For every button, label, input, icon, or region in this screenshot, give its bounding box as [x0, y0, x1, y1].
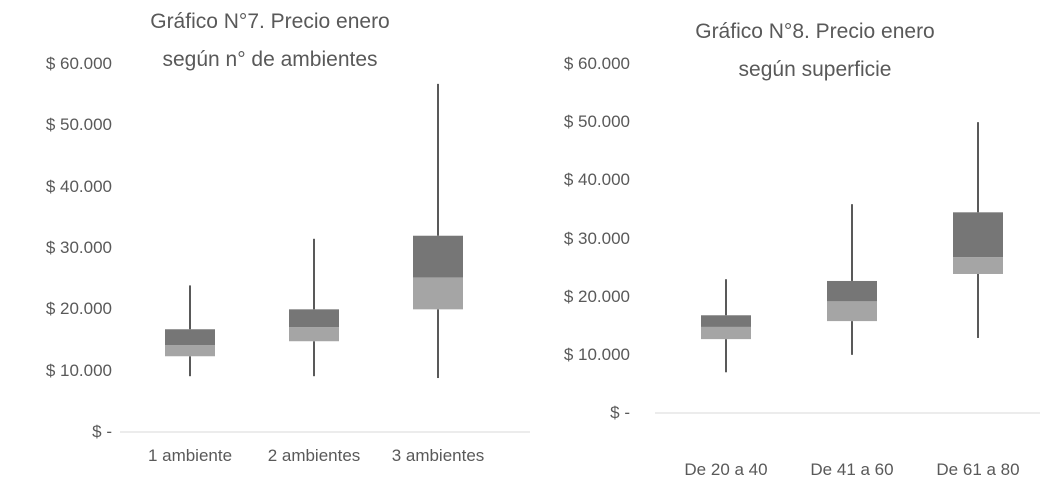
x-tick-label: 3 ambientes [391, 446, 485, 465]
box-upper [953, 212, 1003, 258]
y-tick-label: $ 40.000 [563, 170, 630, 190]
y-tick-label: $ - [610, 403, 630, 422]
y-tick-label: $ 20.000 [563, 286, 630, 306]
box-upper [827, 280, 877, 302]
box-upper [413, 235, 463, 278]
x-tick-label: 1 ambiente [147, 446, 233, 465]
box-upper [701, 315, 751, 327]
y-tick-label: $ 60.000 [45, 54, 112, 73]
box-lower [413, 277, 463, 310]
y-tick-label: $ 30.000 [563, 228, 630, 248]
x-tick-label: De 41 a 60 m2 [810, 460, 894, 486]
y-tick-label: $ - [92, 422, 112, 441]
y-tick-label: $ 20.000 [45, 299, 112, 319]
y-tick-label: $ 50.000 [563, 112, 630, 132]
box-lower [701, 326, 751, 340]
box-lower [289, 327, 339, 342]
x-tick-label: De 61 a 80 m2 [936, 460, 1020, 486]
y-tick-label: $ 10.000 [45, 360, 112, 380]
x-tick-label: 2 ambientes [267, 446, 361, 465]
box-upper [165, 329, 215, 346]
y-tick-label: $ 50.000 [45, 115, 112, 135]
box-upper [289, 309, 339, 328]
box-lower [165, 345, 215, 357]
box-lower [953, 257, 1003, 274]
y-tick-label: $ 60.000 [563, 54, 630, 73]
y-tick-label: $ 10.000 [563, 344, 630, 364]
chart-title: Gráfico N°8. Precio enero según superfic… [695, 20, 935, 81]
chart-title: Gráfico N°7. Precio enero según n° de am… [150, 10, 390, 71]
x-tick-label: De 20 a 40 m2 [684, 460, 768, 486]
box-lower [827, 301, 877, 322]
y-tick-label: $ 40.000 [45, 176, 112, 196]
y-tick-label: $ 30.000 [45, 238, 112, 257]
